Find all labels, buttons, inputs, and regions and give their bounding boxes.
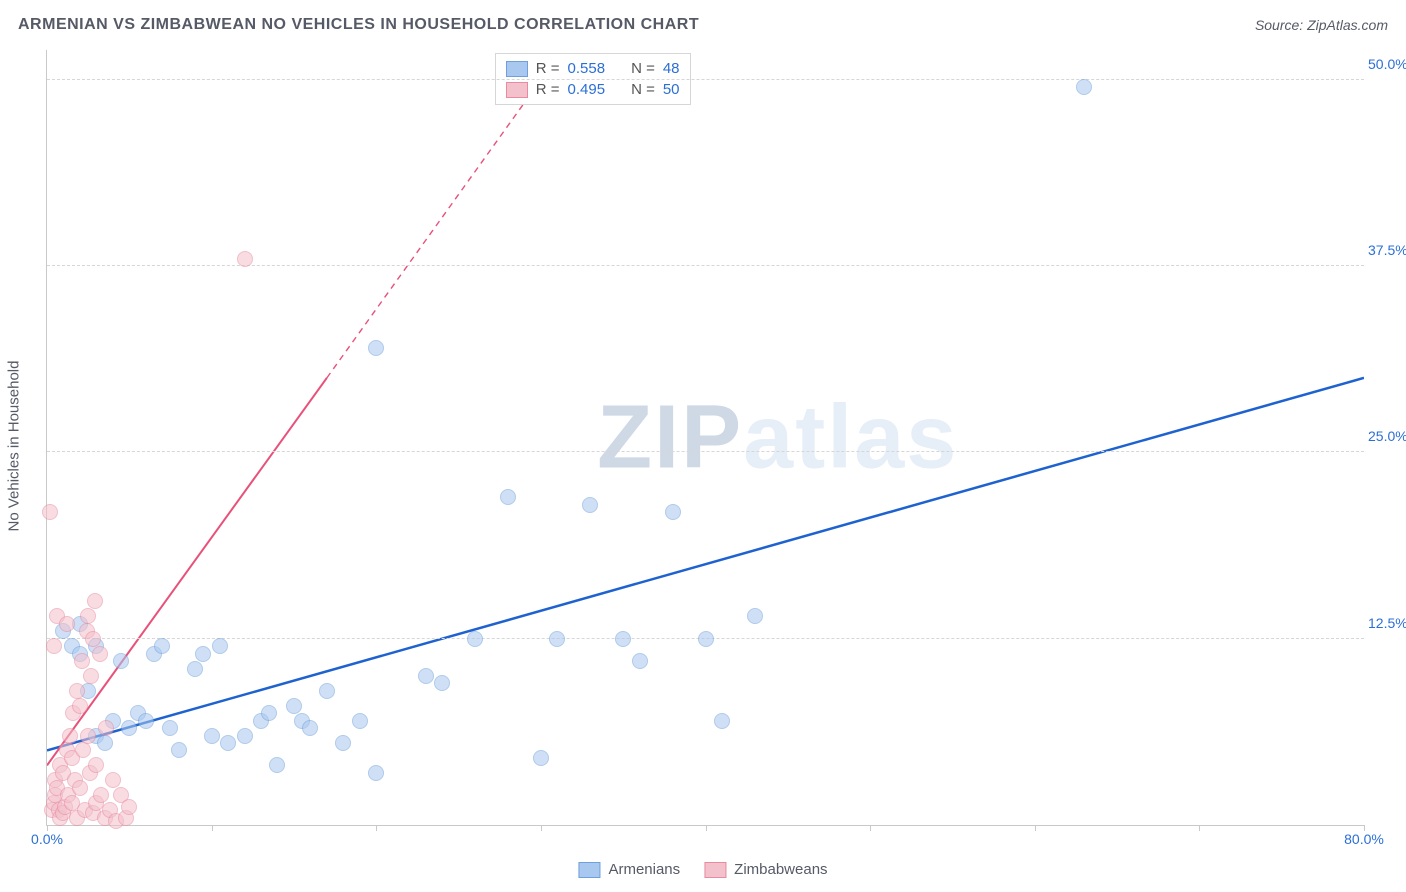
n-label: N = xyxy=(631,81,655,98)
data-point xyxy=(105,772,121,788)
n-value: 50 xyxy=(663,81,680,98)
data-point xyxy=(286,698,302,714)
data-point xyxy=(237,728,253,744)
scatter-plot-area: ZIPatlas R =0.558N =48R =0.495N =50 12.5… xyxy=(46,50,1364,826)
data-point xyxy=(113,653,129,669)
data-point xyxy=(582,497,598,513)
data-point xyxy=(85,631,101,647)
r-label: R = xyxy=(536,81,560,98)
data-point xyxy=(98,720,114,736)
legend-row: R = 0.558 N = 48 xyxy=(506,58,680,79)
data-point xyxy=(747,608,763,624)
data-point xyxy=(72,780,88,796)
trend-lines xyxy=(47,50,1364,825)
legend-item: Zimbabweans xyxy=(704,861,827,878)
data-point xyxy=(714,713,730,729)
data-point xyxy=(352,713,368,729)
data-point xyxy=(698,631,714,647)
x-tick xyxy=(376,825,377,831)
legend-label: Zimbabweans xyxy=(734,861,827,878)
data-point xyxy=(162,720,178,736)
data-point xyxy=(72,698,88,714)
chart-title: ARMENIAN VS ZIMBABWEAN NO VEHICLES IN HO… xyxy=(18,16,699,34)
data-point xyxy=(83,668,99,684)
n-label: N = xyxy=(631,60,655,77)
data-point xyxy=(87,593,103,609)
legend-swatch xyxy=(704,862,726,878)
legend-item: Armenians xyxy=(578,861,680,878)
data-point xyxy=(261,705,277,721)
x-tick xyxy=(706,825,707,831)
data-point xyxy=(368,340,384,356)
data-point xyxy=(615,631,631,647)
data-point xyxy=(42,504,58,520)
y-tick-label: 25.0% xyxy=(1368,428,1406,444)
y-tick-label: 12.5% xyxy=(1368,615,1406,631)
data-point xyxy=(75,742,91,758)
legend-swatch xyxy=(506,82,528,98)
data-point xyxy=(195,646,211,662)
data-point xyxy=(74,653,90,669)
data-point xyxy=(121,720,137,736)
data-point xyxy=(80,728,96,744)
data-point xyxy=(46,638,62,654)
data-point xyxy=(62,728,78,744)
data-point xyxy=(154,638,170,654)
data-point xyxy=(533,750,549,766)
data-point xyxy=(1076,79,1092,95)
gridline xyxy=(47,79,1364,80)
y-tick-label: 37.5% xyxy=(1368,242,1406,258)
data-point xyxy=(92,646,108,662)
x-tick xyxy=(541,825,542,831)
data-point xyxy=(368,765,384,781)
data-point xyxy=(80,608,96,624)
x-tick-label: 0.0% xyxy=(31,831,63,847)
source-attribution: Source: ZipAtlas.com xyxy=(1255,17,1388,33)
data-point xyxy=(171,742,187,758)
data-point xyxy=(220,735,236,751)
data-point xyxy=(335,735,351,751)
data-point xyxy=(97,735,113,751)
data-point xyxy=(121,799,137,815)
x-tick xyxy=(870,825,871,831)
x-tick xyxy=(212,825,213,831)
data-point xyxy=(632,653,648,669)
data-point xyxy=(418,668,434,684)
data-point xyxy=(665,504,681,520)
x-tick xyxy=(1199,825,1200,831)
data-point xyxy=(93,787,109,803)
legend-swatch xyxy=(506,61,528,77)
data-point xyxy=(138,713,154,729)
data-point xyxy=(434,675,450,691)
data-point xyxy=(500,489,516,505)
r-value: 0.558 xyxy=(568,60,606,77)
data-point xyxy=(212,638,228,654)
data-point xyxy=(59,616,75,632)
gridline xyxy=(47,451,1364,452)
legend-swatch xyxy=(578,862,600,878)
data-point xyxy=(319,683,335,699)
data-point xyxy=(204,728,220,744)
data-point xyxy=(88,757,104,773)
y-tick-label: 50.0% xyxy=(1368,56,1406,72)
data-point xyxy=(187,661,203,677)
data-point xyxy=(237,251,253,267)
data-point xyxy=(302,720,318,736)
x-tick xyxy=(1035,825,1036,831)
legend-label: Armenians xyxy=(608,861,680,878)
n-value: 48 xyxy=(663,60,680,77)
data-point xyxy=(549,631,565,647)
legend-row: R = 0.495 N = 50 xyxy=(506,79,680,100)
x-tick-label: 80.0% xyxy=(1344,831,1384,847)
watermark: ZIPatlas xyxy=(597,386,958,489)
r-label: R = xyxy=(536,60,560,77)
series-legend: Armenians Zimbabweans xyxy=(578,861,827,878)
data-point xyxy=(269,757,285,773)
data-point xyxy=(467,631,483,647)
data-point xyxy=(69,683,85,699)
r-value: 0.495 xyxy=(568,81,606,98)
y-axis-label: No Vehicles in Household xyxy=(6,361,23,532)
